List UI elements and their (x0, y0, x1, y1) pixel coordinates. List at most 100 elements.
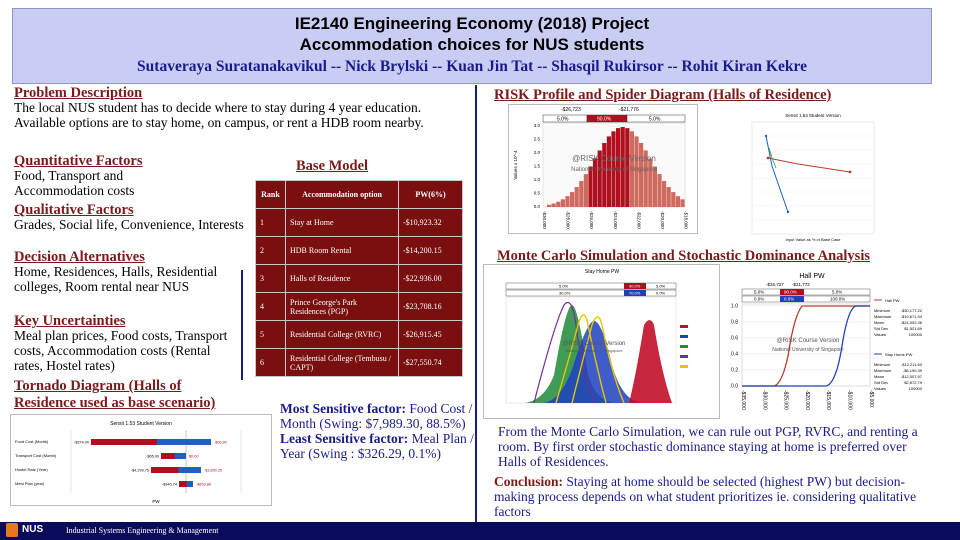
mc-right-pb0: 0.0% (754, 297, 764, 302)
risk-histogram-svg: -$26,723 -$21,776 5.0% 90.0% 5.0% 3.0 2.5… (513, 107, 689, 229)
mc-right-cdf-home (742, 305, 870, 387)
mc-legend-home: Stay Home PW (885, 352, 913, 357)
title-banner: IE2140 Engineering Economy (2018) Projec… (12, 8, 932, 84)
uncert-text: Meal plan prices, Food costs, Transport … (14, 328, 228, 373)
x-tick-label: -$25,000 (783, 390, 789, 410)
qual-heading: Qualitative Factors (14, 202, 134, 218)
tornado-chart: Sensit 1.53 Student Version Food Cost (M… (10, 414, 272, 506)
tornado-bar-low (161, 453, 175, 459)
base-model-row: 1 Stay at Home -$10,923.32 (255, 208, 463, 237)
mc-left-dist-yellow (555, 314, 607, 404)
x-tick-label: -$30,000 (542, 211, 547, 229)
risk-ylabel: Values x 10^-4 (513, 150, 518, 180)
stat-value: $1,521.69 (904, 326, 923, 331)
histogram-bar (643, 150, 648, 207)
pw-cell: -$23,708.16 (398, 292, 463, 321)
option-cell: HDB Room Rental (285, 236, 399, 265)
x-tick-label: -$30,000 (761, 390, 767, 410)
quant-heading: Quantitative Factors (14, 153, 143, 169)
histogram-bar (556, 201, 561, 207)
base-model-table: Rank Accommodation option PW(6%) 1 Stay a… (255, 180, 463, 377)
rank-cell: 6 (255, 348, 286, 377)
x-tick-label: -$28,000 (566, 211, 571, 229)
tornado-bar-low (91, 439, 157, 445)
histogram-bar (648, 158, 653, 207)
stat-label: Std Dev (874, 326, 888, 331)
project-title: IE2140 Engineering Economy (2018) Projec… (294, 14, 650, 33)
legend-swatch (680, 365, 688, 368)
authors: Sutaveraya Suratanakavikul -- Nick Bryls… (137, 58, 807, 75)
stat-label: Minimum (874, 362, 891, 367)
spider-title: Sensit 1.53 Student Version (785, 113, 841, 118)
base-model-row: 6 Residential College (Tembusu / CAPT) -$2… (255, 348, 463, 377)
tornado-low-value: -$65.00 (146, 455, 159, 459)
stat-label: Mean (874, 374, 884, 379)
least-label: Least Sensitive factor: (280, 431, 409, 446)
alts-heading: Decision Alternatives (14, 249, 145, 265)
mc-right-pa1: 90.0% (784, 290, 797, 295)
histogram-bar (620, 127, 625, 207)
tornado-title: Sensit 1.53 Student Version (110, 421, 172, 427)
mc-right-title: Hall PW (799, 273, 825, 280)
col-rank: Rank (255, 180, 286, 209)
pw-cell: -$22,936.00 (398, 264, 463, 293)
stat-value: -$19,671.94 (901, 314, 923, 319)
mc-right-svg: Hall PW -$26,727 -$21,772 5.0% 90.0% 5.0… (731, 273, 923, 410)
mc-left-chart: Stay Home PW 5.0% 90.0% 5.0% 30.0% 70.0%… (483, 264, 720, 419)
mc-left-pb2: 0.0% (656, 291, 666, 296)
tornado-svg: Sensit 1.53 Student Version Food Cost (M… (15, 421, 242, 504)
stat-label: Mean (874, 320, 884, 325)
mc-right-watermark2: National University of Singapore (772, 347, 844, 353)
risk-histogram: -$26,723 -$21,776 5.0% 90.0% 5.0% 3.0 2.5… (508, 104, 698, 234)
histogram-bar (588, 166, 593, 207)
spider-xlabel: Input Value as % of Base Case (785, 237, 841, 242)
base-model-row: 2 HDB Room Rental -$14,200.15 (255, 236, 463, 265)
x-tick-label: -$22,000 (636, 211, 641, 229)
risk-heading: RISK Profile and Spider Diagram (Halls o… (494, 87, 832, 103)
col-pw: PW(6%) (398, 180, 463, 209)
tornado-xlabel: PW (152, 499, 160, 504)
histogram-bar (602, 142, 607, 207)
histogram-bar (547, 204, 552, 207)
stat-label: Std Dev (874, 380, 888, 385)
histogram-bar (560, 199, 565, 207)
mc-left-pa0: 5.0% (559, 284, 569, 289)
tornado-bar-low (151, 467, 179, 473)
spider-line-food (765, 135, 789, 213)
risk-watermark2: National University of Singapore (571, 167, 657, 173)
x-tick-label: -$15,000 (825, 390, 831, 410)
project-subtitle: Accommodation choices for NUS students (299, 35, 645, 54)
rank-cell: 2 (255, 236, 286, 265)
spider-svg: Sensit 1.53 Student Version Input Value … (751, 113, 875, 242)
x-tick-label: -$24,000 (613, 211, 618, 229)
mc-right-chart: Hall PW -$26,727 -$21,772 5.0% 90.0% 5.0… (722, 266, 927, 426)
y-tick-label: 0.5 (534, 191, 541, 196)
mc-left-dist-yellow2 (571, 316, 625, 404)
pw-cell: -$26,915.45 (398, 320, 463, 349)
x-tick-label: -$10,000 (847, 390, 853, 410)
mc-left-title: Stay Home PW (585, 269, 619, 275)
least-text: Meal Plan / Year (Swing : $326.29, 0.1%) (280, 431, 474, 461)
pw-cell: -$27,550.74 (398, 348, 463, 377)
histogram-bar (634, 136, 639, 207)
pw-cell: -$14,200.15 (398, 236, 463, 265)
option-cell: Residential College (Tembusu / CAPT) (285, 348, 399, 377)
histogram-bar (675, 196, 680, 207)
divider-2 (475, 85, 477, 522)
mc-heading: Monte Carlo Simulation and Stochastic Do… (497, 248, 870, 264)
qual-text: Grades, Social life, Convenience, Intere… (14, 217, 244, 232)
tornado-low-value: -$4,299.75 (131, 469, 149, 473)
histogram-bar (574, 187, 579, 207)
mc-right-pb1: 0.0% (784, 297, 794, 302)
mc-legend-hall: Hall PW (885, 298, 900, 303)
rank-cell: 3 (255, 264, 286, 293)
tornado-row-label: Meal Plan (year) (15, 481, 45, 486)
nus-crest-icon (6, 523, 18, 537)
spider-chart: Sensit 1.53 Student Version Input Value … (728, 108, 878, 244)
mc-left-dist-purple (533, 301, 597, 404)
sensitivity-block: Most Sensitive factor: Food Cost / Month… (280, 401, 475, 461)
most-text: Food Cost / Month (Swing: $7,989.30, 88.… (280, 401, 473, 431)
mc-right-pa0: 5.0% (754, 290, 764, 295)
histogram-bar (583, 174, 588, 207)
histogram-bar (551, 203, 556, 207)
